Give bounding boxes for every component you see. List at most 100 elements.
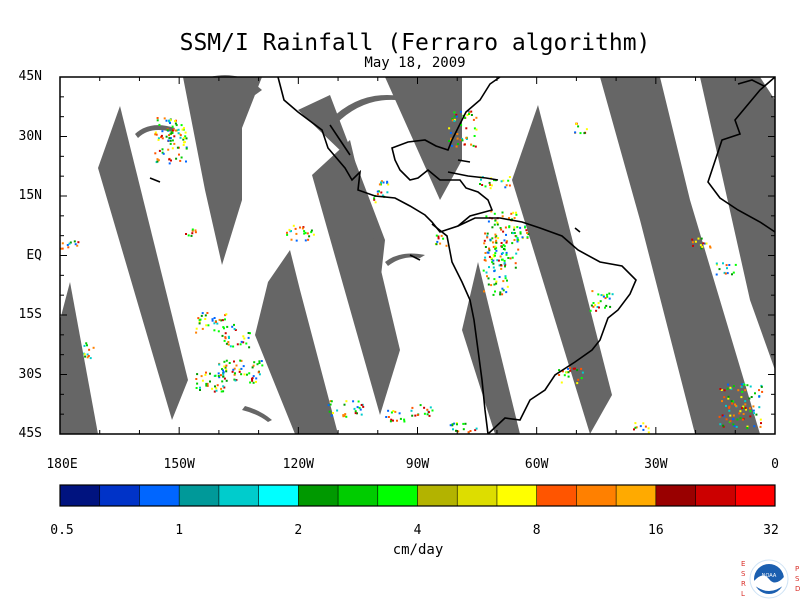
rain-cell [207,324,210,327]
rain-cell [234,372,236,375]
rain-cell [487,220,490,223]
rain-cell [359,408,362,411]
rain-cell [175,157,178,160]
rain-cell [183,127,185,130]
rain-cell [598,306,600,309]
rain-cell [726,267,728,270]
rain-cell [512,211,515,214]
rain-cell [694,240,697,243]
rain-cell [398,412,401,415]
rain-cell [759,418,762,421]
rain-cell [83,344,86,347]
lat-label: 30N [18,128,42,144]
rain-cell [465,127,468,130]
no-data-swath [600,77,760,434]
rain-cell [731,273,733,276]
rain-cell [507,257,510,259]
no-data-swath [255,250,338,434]
rain-cell [204,318,207,320]
rain-cell [750,396,753,398]
rain-cell [450,137,453,140]
rain-cell [171,147,174,150]
rain-cell [373,198,376,201]
rain-cell [515,252,518,255]
rain-cell [580,377,583,380]
rain-cell [461,137,464,140]
rain-cell [744,400,747,403]
rain-cell [327,404,330,407]
rain-cell [245,342,248,345]
rain-cell [225,359,228,362]
rain-cell [732,418,735,420]
rain-cell [227,341,230,343]
rain-cell [247,332,250,334]
rain-cell [502,248,505,250]
rain-cell [233,360,235,363]
rain-cell [86,353,89,356]
rain-cell [221,319,224,322]
rain-cell [647,427,650,430]
rain-cell [473,127,476,130]
rain-cell [426,413,429,416]
rain-cell [492,241,494,244]
rain-cell [180,156,183,159]
coastlines [149,76,776,435]
rain-cell [436,240,439,243]
rain-cell [154,152,157,155]
rain-cell [597,302,600,305]
rain-cell [223,327,225,330]
rain-cell [457,143,459,145]
rain-cell [410,409,413,412]
rain-cell [330,400,333,403]
rain-cell [491,237,494,240]
rain-cell [168,137,171,140]
rain-cell [362,405,365,408]
rain-cell [399,417,402,420]
rain-cell [215,389,218,392]
colorbar-tick-label: 2 [294,523,303,538]
rain-cell [558,369,561,372]
rain-cell [453,422,456,425]
rain-cell [179,136,182,139]
lon-label: 90W [405,457,430,472]
rain-cell [184,135,187,138]
rain-cell [242,341,245,344]
rain-cell [508,217,510,220]
rain-cell [218,318,221,321]
rain-cell [177,132,180,135]
rain-cell [492,266,495,269]
colorbar-swatch [417,485,458,506]
rain-cell [191,232,194,235]
rain-cell [503,245,506,248]
rain-cell [223,339,226,342]
rain-cell [490,258,493,261]
rain-cell [740,396,743,399]
rain-cell [602,295,605,298]
rain-cell [502,244,505,246]
rain-cell [475,128,478,131]
rain-cell [411,414,414,417]
rain-cell [486,235,489,238]
rain-cell [195,387,198,389]
rain-cell [741,407,744,410]
rain-cell [171,139,174,142]
rain-cell [185,160,187,163]
rain-cell [752,409,755,412]
rain-cell [233,367,236,370]
rain-cell [170,132,173,135]
rain-cell [154,133,157,136]
rain-cell [502,280,505,283]
colorbar-tick-label: 0.5 [50,523,74,538]
rain-cell [567,367,570,370]
rain-cell [483,242,486,245]
rain-cell [224,337,227,340]
rain-cell [403,418,406,421]
rain-cell [299,226,301,229]
rain-cell [746,384,749,387]
rain-cell [605,304,608,307]
rain-cell [492,262,495,265]
colorbar-swatch [179,485,220,506]
rain-cell [482,269,485,272]
rain-cell [61,242,64,245]
rain-cell [486,236,489,239]
